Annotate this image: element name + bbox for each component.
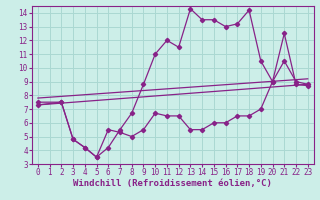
X-axis label: Windchill (Refroidissement éolien,°C): Windchill (Refroidissement éolien,°C)	[73, 179, 272, 188]
